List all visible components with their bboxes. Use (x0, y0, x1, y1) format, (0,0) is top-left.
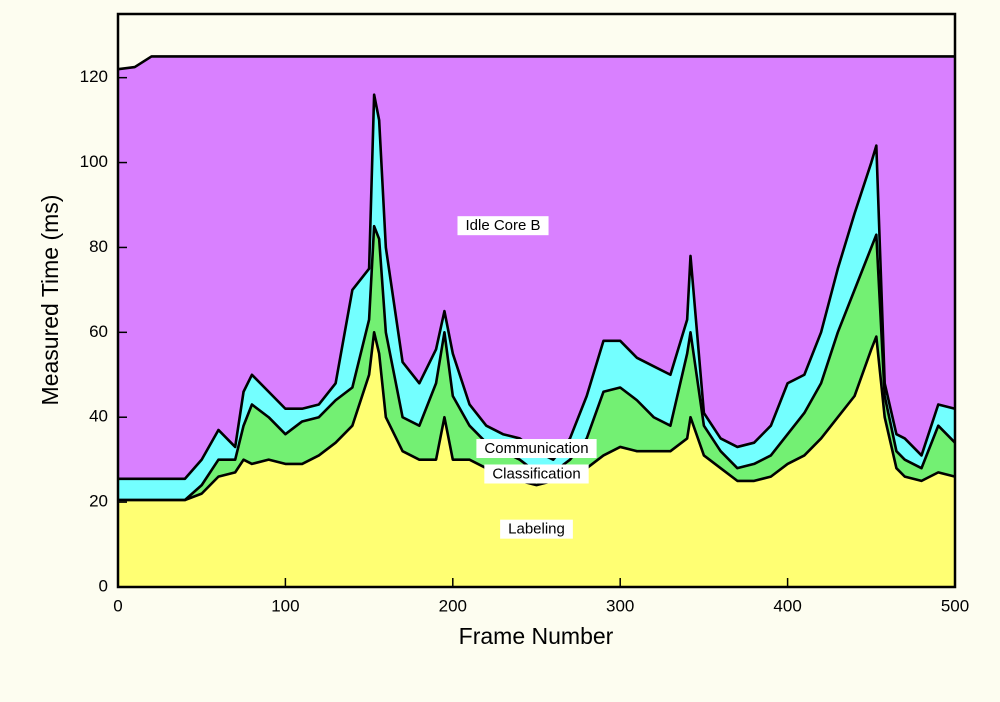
area (118, 56, 955, 479)
x-tick-label: 100 (271, 596, 299, 615)
x-tick-label: 400 (773, 596, 801, 615)
area (118, 226, 955, 500)
area (118, 332, 955, 587)
series-label-box (500, 519, 573, 539)
x-tick-label: 300 (606, 596, 634, 615)
series-label-text: Idle Core B (465, 217, 540, 234)
area (118, 94, 955, 500)
series-label: Labeling (500, 519, 573, 539)
y-axis-title: Measured Time (ms) (37, 195, 63, 406)
series-label-text: Labeling (508, 521, 565, 538)
area-boundary (117, 55, 955, 71)
y-tick-label: 0 (99, 576, 108, 595)
series-label: Idle Core B (457, 216, 549, 236)
series-label-box (457, 216, 549, 236)
series-label-box (476, 439, 597, 459)
x-tick-label: 200 (439, 596, 467, 615)
y-tick-label: 80 (89, 237, 108, 256)
series-label: Communication (476, 439, 597, 459)
plot-frame (116, 12, 957, 589)
x-axis-title: Frame Number (459, 623, 614, 649)
series-label-box (484, 464, 589, 484)
x-tick-label: 0 (113, 596, 122, 615)
series-label-text: Communication (484, 440, 588, 457)
y-tick-label: 40 (89, 407, 108, 426)
series-label-text: Classification (492, 465, 580, 482)
y-tick-label: 60 (89, 322, 108, 341)
y-tick-label: 120 (80, 67, 108, 86)
y-tick-label: 20 (89, 492, 108, 511)
series-label: Classification (484, 464, 589, 484)
y-tick-label: 100 (80, 152, 108, 171)
x-tick-label: 500 (941, 596, 969, 615)
